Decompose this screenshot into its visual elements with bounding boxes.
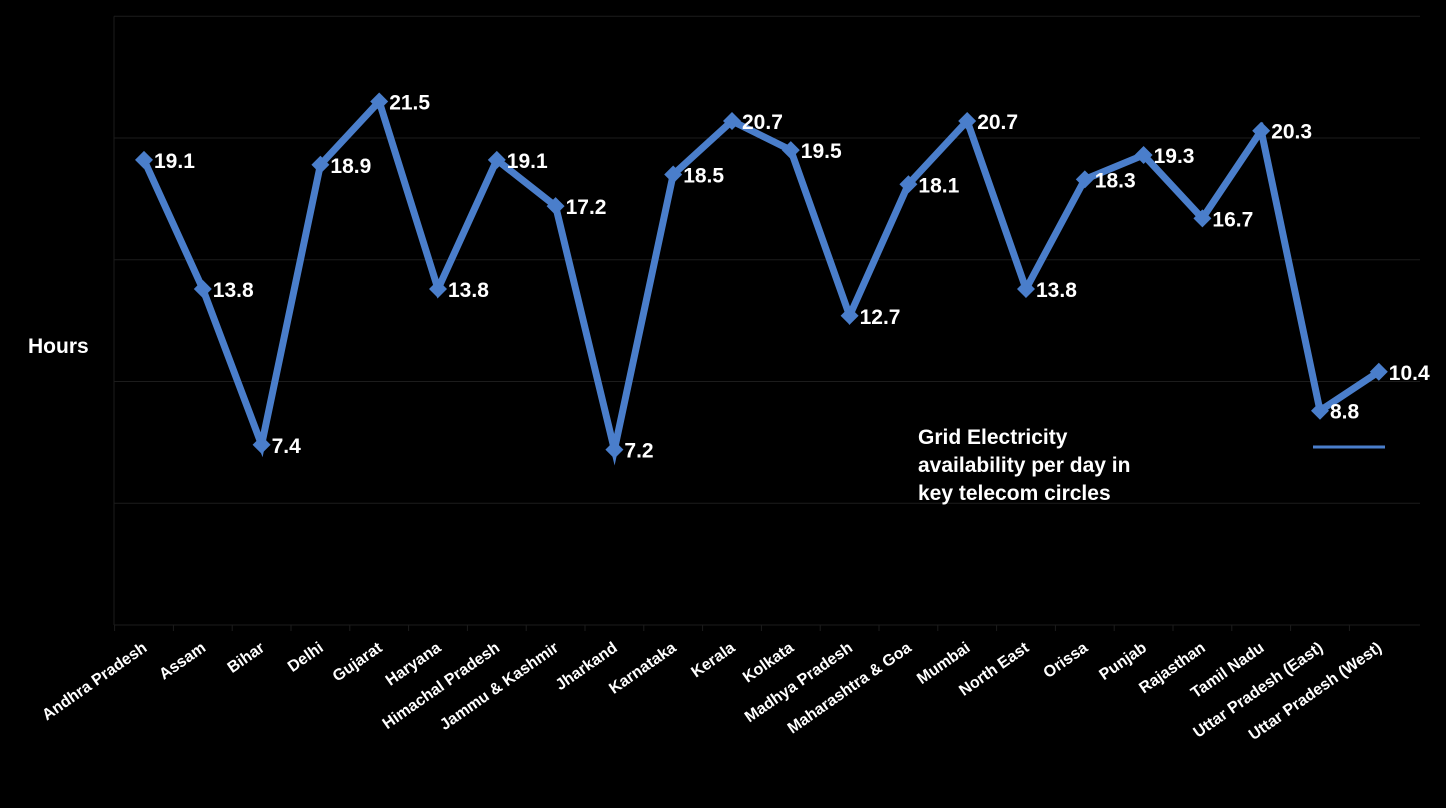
data-label: 16.7 xyxy=(1212,208,1253,231)
data-point-marker xyxy=(1075,170,1094,189)
x-tick-label: Andhra Pradesh xyxy=(39,639,150,724)
legend-line-2: availability per day in xyxy=(918,454,1131,477)
data-points xyxy=(135,92,1388,459)
data-point-marker xyxy=(605,440,624,459)
legend-line-1: Grid Electricity xyxy=(918,426,1068,449)
data-point-marker xyxy=(899,175,918,194)
data-labels: 19.1 13.8 7.4 18.9 21.5 13.8 19.1 17.2 7.2 18.5 20… xyxy=(154,91,1430,462)
data-point-marker xyxy=(723,111,741,130)
x-tick-label: Punjab xyxy=(1096,639,1150,684)
data-label: 17.2 xyxy=(566,196,607,219)
legend-text: Grid Electricity availability per day in… xyxy=(918,424,1218,508)
data-point-marker xyxy=(193,279,212,298)
x-tick-label: Orissa xyxy=(1041,639,1092,682)
data-label: 18.1 xyxy=(918,174,959,197)
x-tick-labels: Andhra Pradesh Assam Bihar Delhi GujaratHary… xyxy=(39,639,1385,744)
data-label: 18.3 xyxy=(1095,169,1136,192)
data-label: 19.1 xyxy=(507,150,548,173)
grid-lines xyxy=(113,15,1420,626)
data-label: 20.7 xyxy=(977,111,1018,134)
data-point-marker xyxy=(664,165,683,184)
x-tick-label: Karnataka xyxy=(606,639,679,697)
category-ticks xyxy=(114,625,1350,631)
data-label: 19.3 xyxy=(1154,145,1195,168)
data-label: 19.5 xyxy=(801,140,842,163)
data-point-marker xyxy=(1369,362,1388,381)
data-label: 18.5 xyxy=(683,165,724,188)
series-line xyxy=(140,94,1381,466)
data-point-marker xyxy=(429,279,447,298)
data-label: 13.8 xyxy=(448,279,489,302)
data-point-marker xyxy=(311,155,330,174)
data-point-marker xyxy=(487,150,506,169)
x-tick-label: Kerala xyxy=(688,639,738,681)
data-point-marker xyxy=(1193,209,1212,228)
data-label: 21.5 xyxy=(389,91,430,114)
data-label: 10.4 xyxy=(1389,362,1430,385)
x-tick-label: Assam xyxy=(156,639,209,683)
data-label: 13.8 xyxy=(213,279,254,302)
data-point-marker xyxy=(1134,146,1153,165)
data-label: 7.4 xyxy=(272,435,302,458)
y-axis-label: Hours xyxy=(28,335,89,358)
data-point-marker xyxy=(958,111,977,130)
data-label: 7.2 xyxy=(624,440,653,463)
data-point-marker xyxy=(781,141,800,160)
data-point-marker xyxy=(252,435,271,454)
legend-line-3: key telecom circles xyxy=(918,482,1111,505)
x-tick-label: Bihar xyxy=(225,639,268,676)
data-point-marker xyxy=(1252,121,1271,140)
x-tick-label: Delhi xyxy=(285,639,327,675)
data-label: 20.3 xyxy=(1271,121,1312,144)
data-label: 13.8 xyxy=(1036,279,1077,302)
data-point-marker xyxy=(1311,401,1329,420)
data-label: 8.8 xyxy=(1330,401,1360,424)
data-label: 20.7 xyxy=(742,111,783,134)
data-point-marker xyxy=(840,306,859,325)
data-label: 12.7 xyxy=(860,306,901,329)
series-line-layer xyxy=(140,94,1381,466)
data-label: 19.1 xyxy=(154,150,195,173)
data-point-marker xyxy=(370,92,389,111)
data-point-marker xyxy=(1017,279,1035,298)
data-label: 18.9 xyxy=(330,155,371,178)
data-point-marker xyxy=(135,150,153,169)
x-tick-label: Gujarat xyxy=(330,639,386,685)
data-point-marker xyxy=(546,197,565,216)
